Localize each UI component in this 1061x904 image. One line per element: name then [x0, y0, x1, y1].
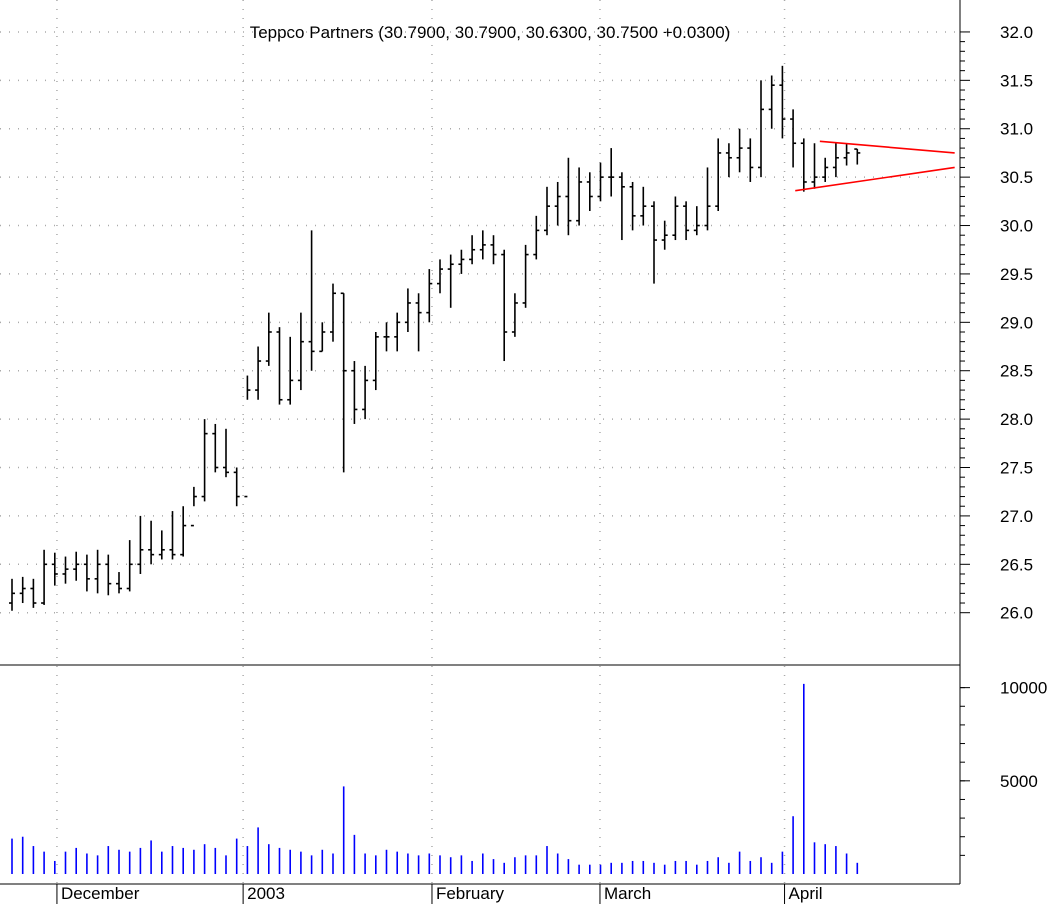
y-tick-label: 26.5	[1000, 555, 1033, 574]
y2-tick-label: 10000	[1000, 679, 1047, 698]
y-tick-label: 31.0	[1000, 120, 1033, 139]
y-tick-label: 29.0	[1000, 313, 1033, 332]
x-tick-label: December	[61, 884, 140, 903]
y-tick-label: 26.0	[1000, 604, 1033, 623]
x-tick-label: 2003	[247, 884, 285, 903]
trendline	[795, 166, 955, 192]
y2-tick-label: 5000	[1000, 772, 1038, 791]
x-tick-label: March	[604, 884, 651, 903]
y-tick-label: 28.0	[1000, 410, 1033, 429]
y-tick-label: 32.0	[1000, 23, 1033, 42]
trendline	[819, 140, 955, 154]
chart-title: Teppco Partners (30.7900, 30.7900, 30.63…	[250, 23, 731, 42]
x-tick-label: February	[436, 884, 505, 903]
y-tick-label: 27.5	[1000, 459, 1033, 478]
y-tick-label: 27.0	[1000, 507, 1033, 526]
y-tick-label: 28.5	[1000, 362, 1033, 381]
y-tick-label: 29.5	[1000, 265, 1033, 284]
y-tick-label: 31.5	[1000, 71, 1033, 90]
y-tick-label: 30.0	[1000, 217, 1033, 236]
x-tick-label: April	[789, 884, 823, 903]
y-tick-label: 30.5	[1000, 168, 1033, 187]
